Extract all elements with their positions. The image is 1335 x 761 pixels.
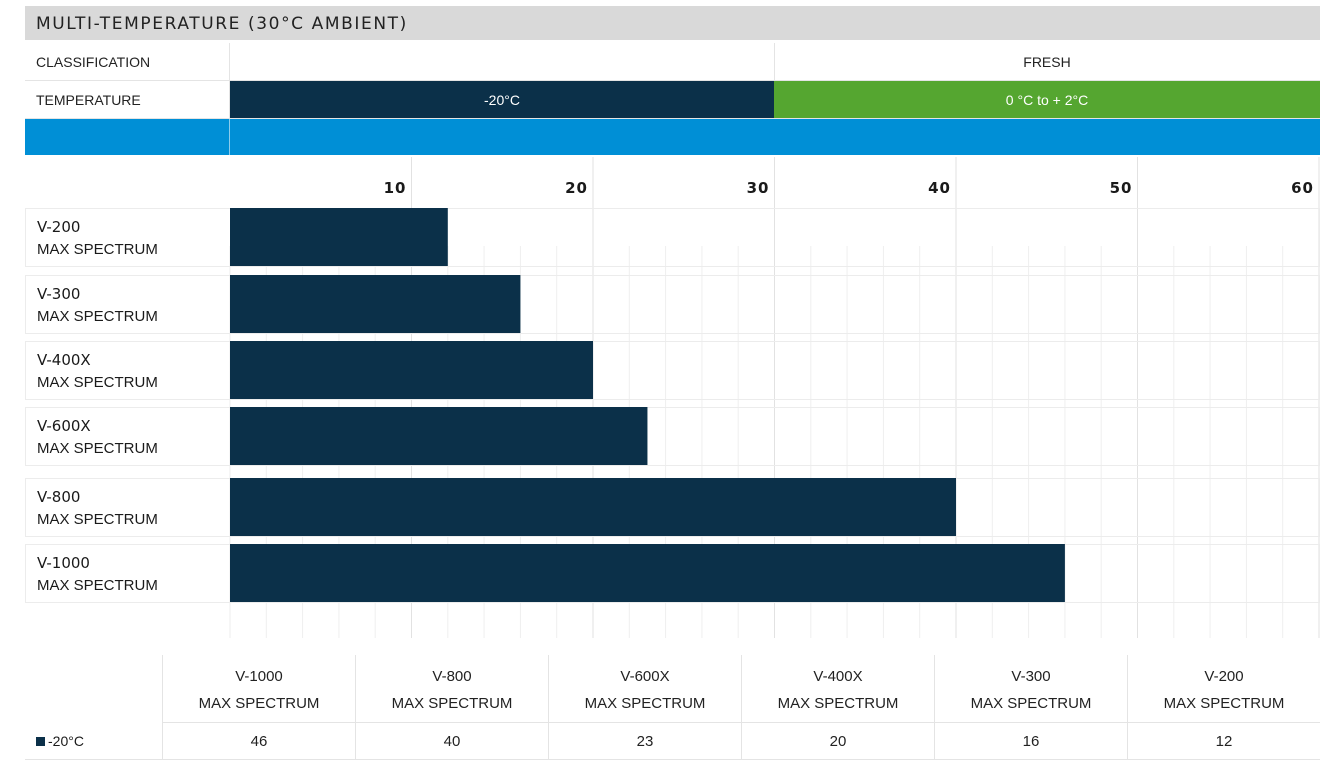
classification-fresh: FRESH	[1023, 54, 1071, 70]
bar	[230, 275, 521, 333]
column-model: V-400X	[813, 668, 863, 685]
table-value-cell: 40	[355, 723, 548, 760]
blue-strip	[25, 119, 1320, 155]
category-sublabel: MAX SPECTRUM	[37, 577, 158, 594]
category-sublabel: MAX SPECTRUM	[37, 241, 158, 258]
bar	[230, 407, 648, 465]
legend-cell: -20°C	[25, 723, 162, 760]
bar	[230, 341, 593, 399]
category-sublabel: MAX SPECTRUM	[37, 308, 158, 325]
bar	[230, 208, 448, 266]
classification-label: CLASSIFICATION	[36, 54, 151, 70]
category-label: V-1000	[37, 554, 90, 572]
column-variant: MAX SPECTRUM	[391, 695, 513, 712]
column-model: V-1000	[235, 668, 283, 685]
row-divider	[229, 81, 230, 118]
table-column-header: V-600X MAX SPECTRUM	[548, 655, 741, 723]
column-variant: MAX SPECTRUM	[198, 695, 320, 712]
x-tick-label: 40	[928, 179, 951, 197]
temperature-label: TEMPERATURE	[36, 92, 141, 108]
column-variant: MAX SPECTRUM	[970, 695, 1092, 712]
category-label: V-400X	[37, 351, 91, 369]
table-value-cell: 12	[1127, 723, 1320, 760]
category-row	[25, 341, 1320, 400]
category-row	[25, 275, 1320, 334]
category-label: V-600X	[37, 417, 91, 435]
x-tick-label: 20	[565, 179, 588, 197]
column-variant: MAX SPECTRUM	[584, 695, 706, 712]
table-value-cell: 46	[162, 723, 355, 760]
category-row	[25, 407, 1320, 466]
legend-label: -20°C	[48, 733, 84, 749]
x-tick-label: 30	[747, 179, 770, 197]
bar-chart: 10 20 30 40 50 60 V-200 MAX SPECTRUM V-300 MAX SP…	[25, 157, 1320, 638]
temperature-row: TEMPERATURE -20°C 0 °C to + 2°C	[25, 81, 1320, 119]
x-tick-label: 60	[1291, 179, 1314, 197]
table-column-header: V-800 MAX SPECTRUM	[355, 655, 548, 723]
column-variant: MAX SPECTRUM	[1163, 695, 1285, 712]
category-label: V-300	[37, 285, 80, 303]
column-variant: MAX SPECTRUM	[777, 695, 899, 712]
table-column-header: V-400X MAX SPECTRUM	[741, 655, 934, 723]
x-tick-label: 50	[1110, 179, 1133, 197]
temperature-fresh-cell: 0 °C to + 2°C	[774, 81, 1320, 118]
column-model: V-600X	[620, 668, 670, 685]
classification-row: CLASSIFICATION FRESH	[25, 43, 1320, 81]
table-column-header: V-1000 MAX SPECTRUM	[162, 655, 355, 723]
table-column-header: V-200 MAX SPECTRUM	[1127, 655, 1320, 723]
table-column-header: V-300 MAX SPECTRUM	[934, 655, 1127, 723]
table-value-cell: 23	[548, 723, 741, 760]
category-sublabel: MAX SPECTRUM	[37, 374, 158, 391]
column-model: V-800	[432, 668, 472, 685]
table-value-cell: 16	[934, 723, 1127, 760]
category-label: V-800	[37, 488, 80, 506]
row-divider	[229, 43, 230, 80]
x-tick-label: 10	[384, 179, 407, 197]
strip-divider	[229, 119, 230, 155]
legend-swatch	[36, 737, 45, 746]
chart-title: MULTI-TEMPERATURE (30°C AMBIENT)	[25, 6, 1320, 40]
category-sublabel: MAX SPECTRUM	[37, 440, 158, 457]
temperature-frozen-cell: -20°C	[230, 81, 774, 118]
column-model: V-300	[1011, 668, 1051, 685]
bar	[230, 478, 956, 536]
category-label: V-200	[37, 218, 80, 236]
bar	[230, 544, 1065, 602]
category-sublabel: MAX SPECTRUM	[37, 511, 158, 528]
category-row	[25, 208, 1320, 267]
column-model: V-200	[1204, 668, 1244, 685]
data-table: V-1000 MAX SPECTRUM 46 V-800 MAX SPECTRUM 40 V…	[25, 655, 1320, 761]
row-divider	[774, 43, 775, 80]
table-value-cell: 20	[741, 723, 934, 760]
